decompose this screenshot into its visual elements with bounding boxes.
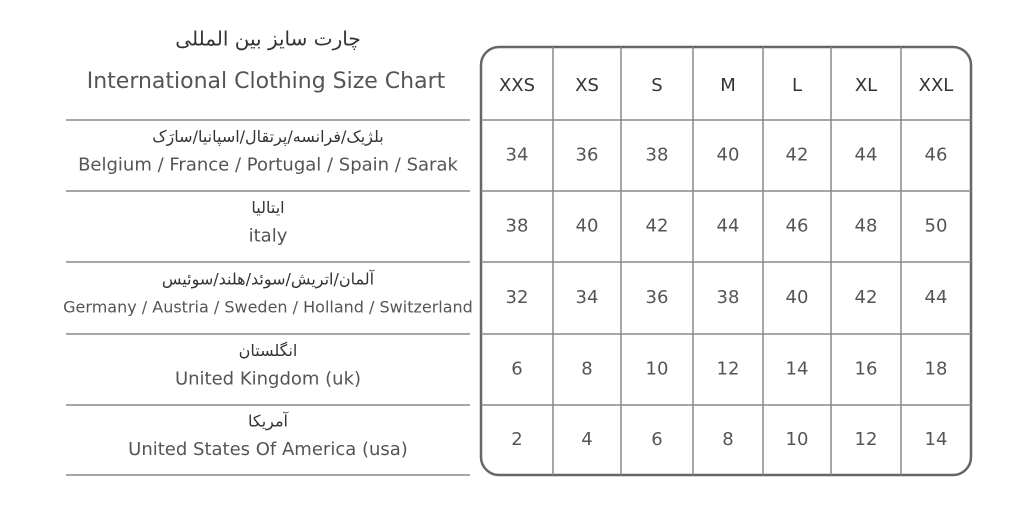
size-value: 40 [717, 145, 740, 166]
size-value: 14 [786, 359, 809, 380]
title-fa: چارت سایز بین المللی [175, 27, 360, 51]
size-value: 34 [506, 145, 529, 166]
size-value: 38 [646, 145, 669, 166]
size-value: 44 [925, 287, 948, 308]
size-value: 16 [855, 359, 878, 380]
size-value: 6 [511, 359, 522, 380]
country-fa: ایتالیا [251, 198, 284, 217]
size-value: 2 [511, 429, 522, 450]
country-en: Belgium / France / Portugal / Spain / Sa… [78, 155, 458, 176]
size-value: 4 [581, 429, 592, 450]
size-value: 40 [786, 287, 809, 308]
size-value: 46 [786, 216, 809, 237]
size-value: 44 [855, 145, 878, 166]
size-value: 36 [646, 287, 669, 308]
size-header: M [720, 75, 736, 96]
size-value: 6 [651, 429, 662, 450]
size-value: 36 [576, 145, 599, 166]
size-value: 42 [855, 287, 878, 308]
size-value: 8 [722, 429, 733, 450]
size-value: 38 [717, 287, 740, 308]
size-value: 12 [717, 359, 740, 380]
size-value: 44 [717, 216, 740, 237]
size-header: XXL [919, 75, 954, 96]
size-value: 14 [925, 429, 948, 450]
size-header: XXS [499, 75, 535, 96]
size-value: 10 [786, 429, 809, 450]
title-en: International Clothing Size Chart [87, 69, 446, 94]
size-value: 42 [646, 216, 669, 237]
size-value: 34 [576, 287, 599, 308]
size-value: 10 [646, 359, 669, 380]
size-value: 18 [925, 359, 948, 380]
country-en: United States Of America (usa) [128, 439, 408, 460]
country-fa: انگلستان [239, 341, 298, 360]
country-fa: آلمان/اتریش/سوئد/هلند/سوئیس [162, 270, 376, 290]
size-header: XS [575, 75, 599, 96]
size-header: L [792, 75, 802, 96]
country-en: italy [249, 226, 288, 247]
size-value: 48 [855, 216, 878, 237]
table-frame [479, 45, 973, 477]
country-en: Germany / Austria / Sweden / Holland / S… [63, 298, 473, 317]
country-en: United Kingdom (uk) [175, 369, 361, 390]
size-value: 46 [925, 145, 948, 166]
size-value: 8 [581, 359, 592, 380]
size-value: 12 [855, 429, 878, 450]
country-fa: بلژیک/فرانسه/پرتقال/اسپانیا/سارَک [152, 127, 384, 147]
size-header: S [651, 75, 662, 96]
size-value: 32 [506, 287, 529, 308]
size-header: XL [855, 75, 877, 96]
size-value: 38 [506, 216, 529, 237]
size-value: 42 [786, 145, 809, 166]
country-fa: آمریکا [248, 412, 290, 432]
size-value: 50 [925, 216, 948, 237]
size-value: 40 [576, 216, 599, 237]
